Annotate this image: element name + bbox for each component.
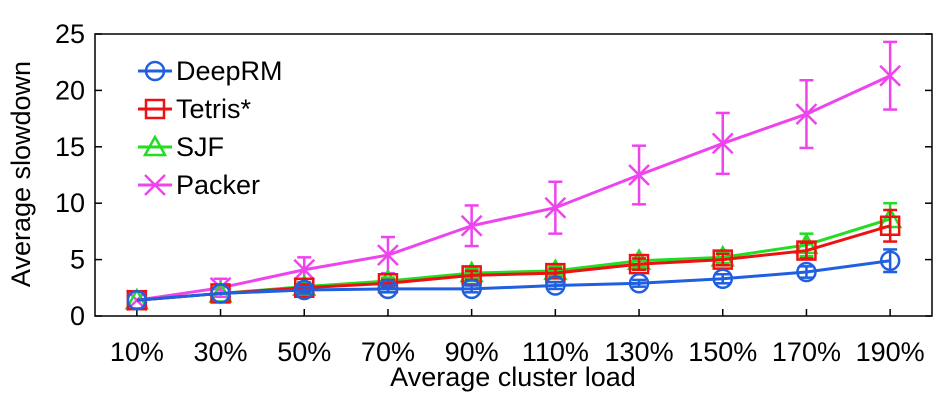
data-point [293, 258, 316, 281]
y-tick-label: 15 [55, 132, 85, 162]
data-point [461, 278, 482, 300]
data-point [879, 250, 901, 271]
data-point [795, 103, 818, 125]
axes: 0 5 10 15 20 25 10% 30% 50% 70% 90% 110% 130% 150% 170… [55, 19, 933, 367]
legend-label: Packer [176, 170, 260, 200]
data-point [545, 275, 566, 296]
data-point [126, 289, 148, 311]
y-tick-label: 20 [55, 75, 85, 105]
legend-label: SJF [176, 132, 224, 162]
data-point [294, 279, 315, 301]
legend-marker [144, 98, 166, 120]
y-tick-label: 0 [70, 301, 85, 331]
x-tick-label: 50% [277, 337, 331, 367]
data-point [796, 261, 817, 283]
legend-entry: Packer [138, 170, 260, 200]
series-deeprm [126, 248, 901, 311]
data-point [879, 215, 901, 237]
x-tick-label: 30% [194, 337, 248, 367]
series-line [136, 224, 891, 302]
data-point [628, 164, 650, 186]
x-axis-title: Average cluster load [390, 362, 636, 392]
legend-entry: SJF [138, 132, 224, 162]
plot-frame [94, 33, 933, 317]
data-point [879, 64, 902, 87]
series-line [136, 259, 891, 302]
legend: DeepRM Tetris* SJF Packer [138, 56, 283, 200]
x-tick-label: 150% [688, 337, 757, 367]
data-point [460, 214, 483, 237]
legend-marker [144, 174, 166, 196]
x-tick-label: 110% [522, 337, 589, 367]
series-tetris [126, 208, 901, 311]
plot-area [124, 40, 903, 312]
data-point [377, 244, 399, 266]
data-point [377, 278, 399, 300]
x-tick-label: 90% [445, 337, 499, 367]
series-line [136, 74, 891, 302]
x-tick-label: 130% [605, 337, 674, 367]
legend-entry: DeepRM [138, 56, 283, 86]
y-tick-label: 5 [70, 245, 85, 275]
data-point [712, 268, 733, 290]
y-tick-label: 10 [55, 188, 85, 218]
x-tick-label: 70% [361, 337, 415, 367]
y-axis-title: Average slowdown [6, 61, 36, 287]
series-packer [125, 40, 902, 312]
x-tick-label: 190% [856, 337, 925, 367]
data-point [210, 283, 231, 304]
legend-marker [144, 60, 166, 82]
data-point [711, 132, 734, 155]
legend-label: DeepRM [176, 56, 283, 86]
legend-label: Tetris* [176, 94, 252, 124]
legend-marker [142, 134, 168, 157]
data-point [796, 240, 817, 261]
data-point [544, 196, 567, 219]
data-point [628, 273, 650, 294]
x-tick-label: 10% [110, 337, 164, 367]
y-tick-label: 25 [55, 19, 85, 49]
x-tick-label: 170% [772, 337, 841, 367]
legend-entry: Tetris* [138, 94, 252, 124]
